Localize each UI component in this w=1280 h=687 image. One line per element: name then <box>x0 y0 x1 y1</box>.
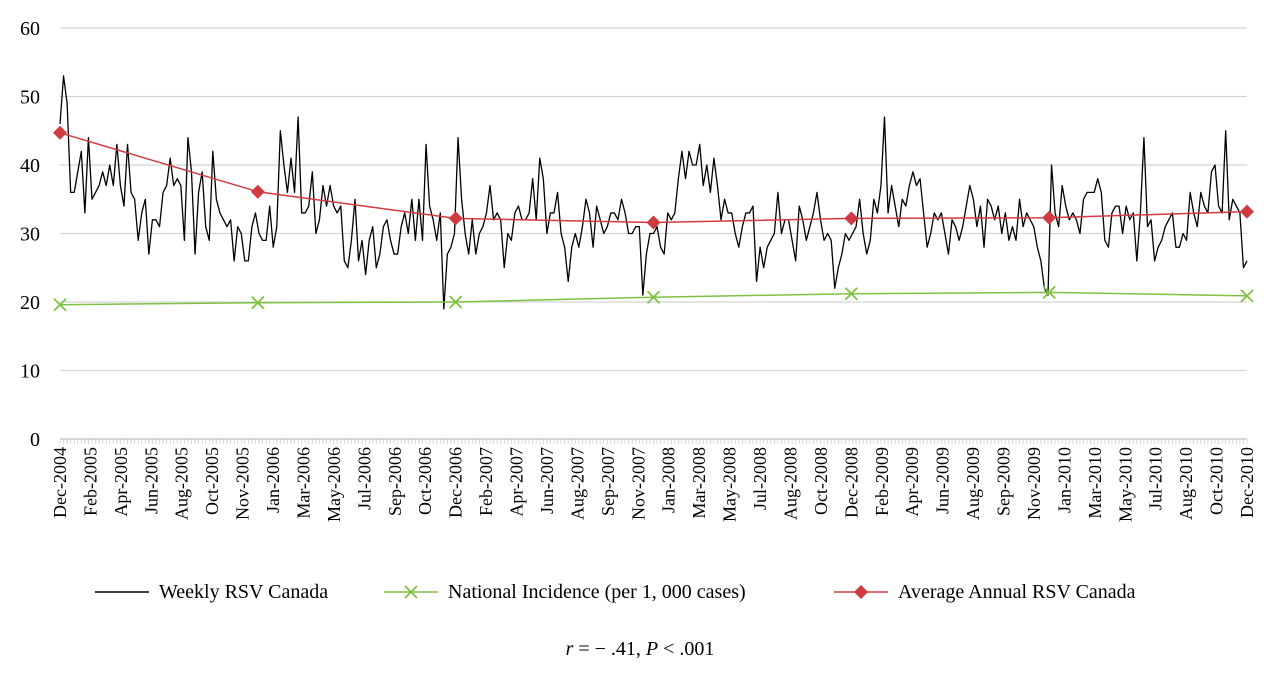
x-tick-label: Sep-2007 <box>598 447 618 516</box>
x-tick-label: Sep-2006 <box>385 447 405 516</box>
legend-swatch-incidence <box>384 585 438 599</box>
x-tick-label: Oct-2008 <box>811 447 831 515</box>
x-tick-label: Oct-2005 <box>202 447 222 515</box>
x-tick-label: May-2006 <box>324 447 344 522</box>
marker-diamond-point <box>1042 210 1057 225</box>
x-tick-label: Feb-2007 <box>476 447 496 516</box>
marker-diamond-point <box>53 125 67 140</box>
gridlines <box>60 27 1247 372</box>
y-tick-label: 0 <box>30 429 40 451</box>
r-symbol: r <box>565 638 574 660</box>
x-tick-label: Jun-2005 <box>141 447 161 514</box>
x-tick-label: Sep-2009 <box>994 447 1014 516</box>
y-tick-label: 20 <box>20 292 40 314</box>
marker-diamond-point <box>844 211 859 226</box>
x-tick-label: Nov-2005 <box>233 447 253 520</box>
x-tick-label: Jan-2006 <box>263 447 283 513</box>
marker-x-point <box>53 298 67 312</box>
y-tick-label: 40 <box>20 155 40 177</box>
x-tick-label: Apr-2005 <box>111 447 131 517</box>
marker-x-point <box>646 290 661 304</box>
line-chart: 0 10 20 30 40 50 60 Dec-2004 Feb-2005 Apr-2005 Ju… <box>20 18 1257 522</box>
x-tick-label: Jan-2010 <box>1054 447 1074 513</box>
x-tick-label: Apr-2007 <box>507 447 527 517</box>
marker-diamond-point <box>1240 204 1254 219</box>
x-tick-labels: Dec-2004 Feb-2005 Apr-2005 Jun-2005 Aug-2005… <box>50 447 1257 522</box>
x-tick-label: May-2008 <box>720 447 740 522</box>
x-tick-label: Dec-2010 <box>1237 447 1257 518</box>
series <box>53 75 1254 312</box>
y-tick-label: 50 <box>20 87 40 109</box>
legend-label-weekly: Weekly RSV Canada <box>159 580 329 603</box>
x-tick-label: Apr-2009 <box>902 447 922 517</box>
x-tick-label: Dec-2008 <box>841 447 861 518</box>
correlation-annotation: r = − .41, P < .001 <box>0 638 1280 661</box>
marker-diamond-point <box>250 184 265 199</box>
x-tick-label: Aug-2007 <box>567 447 587 520</box>
legend: Weekly RSV Canada National Incidence (pe… <box>0 574 1280 610</box>
x-tick-label: Nov-2007 <box>628 447 648 520</box>
x-tick-label: Feb-2005 <box>80 447 100 516</box>
p-value: < .001 <box>658 638 715 660</box>
legend-label-incidence: National Incidence (per 1, 000 cases) <box>448 580 746 603</box>
x-tick-label: Jul-2006 <box>354 447 374 510</box>
series-line-average-annual-rsv-canada <box>59 132 1248 224</box>
x-tick-label: Jul-2008 <box>750 447 770 510</box>
marker-x-point <box>844 287 858 301</box>
legend-label-average: Average Annual RSV Canada <box>898 580 1136 603</box>
marker-x-point <box>1240 289 1254 303</box>
marker-x-point <box>251 296 265 310</box>
x-tick-label: Oct-2006 <box>415 447 435 515</box>
series-line-weekly-rsv-canada <box>59 75 1248 310</box>
legend-swatch-average <box>834 585 888 599</box>
x-tick-label: Jun-2007 <box>537 447 557 514</box>
legend-item-incidence: National Incidence (per 1, 000 cases) <box>384 574 746 610</box>
p-symbol: P <box>645 638 659 660</box>
x-tick-label: Jun-2009 <box>933 447 953 514</box>
marker-x-point <box>1042 285 1056 300</box>
x-tick-label: Dec-2004 <box>50 447 70 518</box>
series-line-national-incidence-per-1-000-cases <box>59 291 1248 306</box>
x-tick-label: Jul-2010 <box>1146 447 1166 510</box>
x-tick-label: Mar-2010 <box>1085 447 1105 519</box>
y-tick-label: 60 <box>20 18 40 40</box>
x-tick-label: Feb-2009 <box>872 447 892 516</box>
r-value: = − .41, <box>573 638 646 660</box>
x-tick-label: Oct-2010 <box>1207 447 1227 515</box>
legend-item-weekly: Weekly RSV Canada <box>95 574 328 610</box>
x-tick-label: Mar-2006 <box>293 447 313 519</box>
x-tick-label: Aug-2005 <box>172 447 192 520</box>
axes: 0 10 20 30 40 50 60 <box>20 18 1248 451</box>
y-tick-label: 30 <box>20 224 40 246</box>
x-tick-label: May-2010 <box>1115 447 1135 522</box>
x-tick-label: Nov-2009 <box>1024 447 1044 520</box>
legend-swatch-weekly <box>95 591 149 593</box>
marker-diamond-point <box>448 211 463 226</box>
y-tick-label: 10 <box>20 361 40 383</box>
legend-item-average: Average Annual RSV Canada <box>834 574 1136 610</box>
x-tick-label: Mar-2008 <box>689 447 709 519</box>
marker-x-point <box>449 295 463 309</box>
x-tick-label: Aug-2010 <box>1176 447 1196 520</box>
x-tick-label: Jan-2008 <box>659 447 679 513</box>
x-tick-label: Dec-2006 <box>446 447 466 518</box>
x-tick-label: Aug-2009 <box>963 447 983 520</box>
marker-diamond-point <box>646 215 661 230</box>
x-tick-label: Aug-2008 <box>780 447 800 520</box>
